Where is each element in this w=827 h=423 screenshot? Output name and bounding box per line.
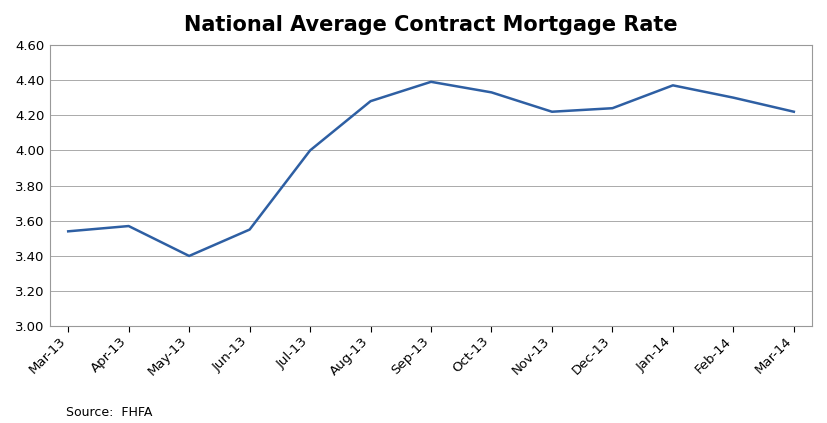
Title: National Average Contract Mortgage Rate: National Average Contract Mortgage Rate — [184, 15, 678, 35]
Text: Source:  FHFA: Source: FHFA — [66, 406, 152, 419]
